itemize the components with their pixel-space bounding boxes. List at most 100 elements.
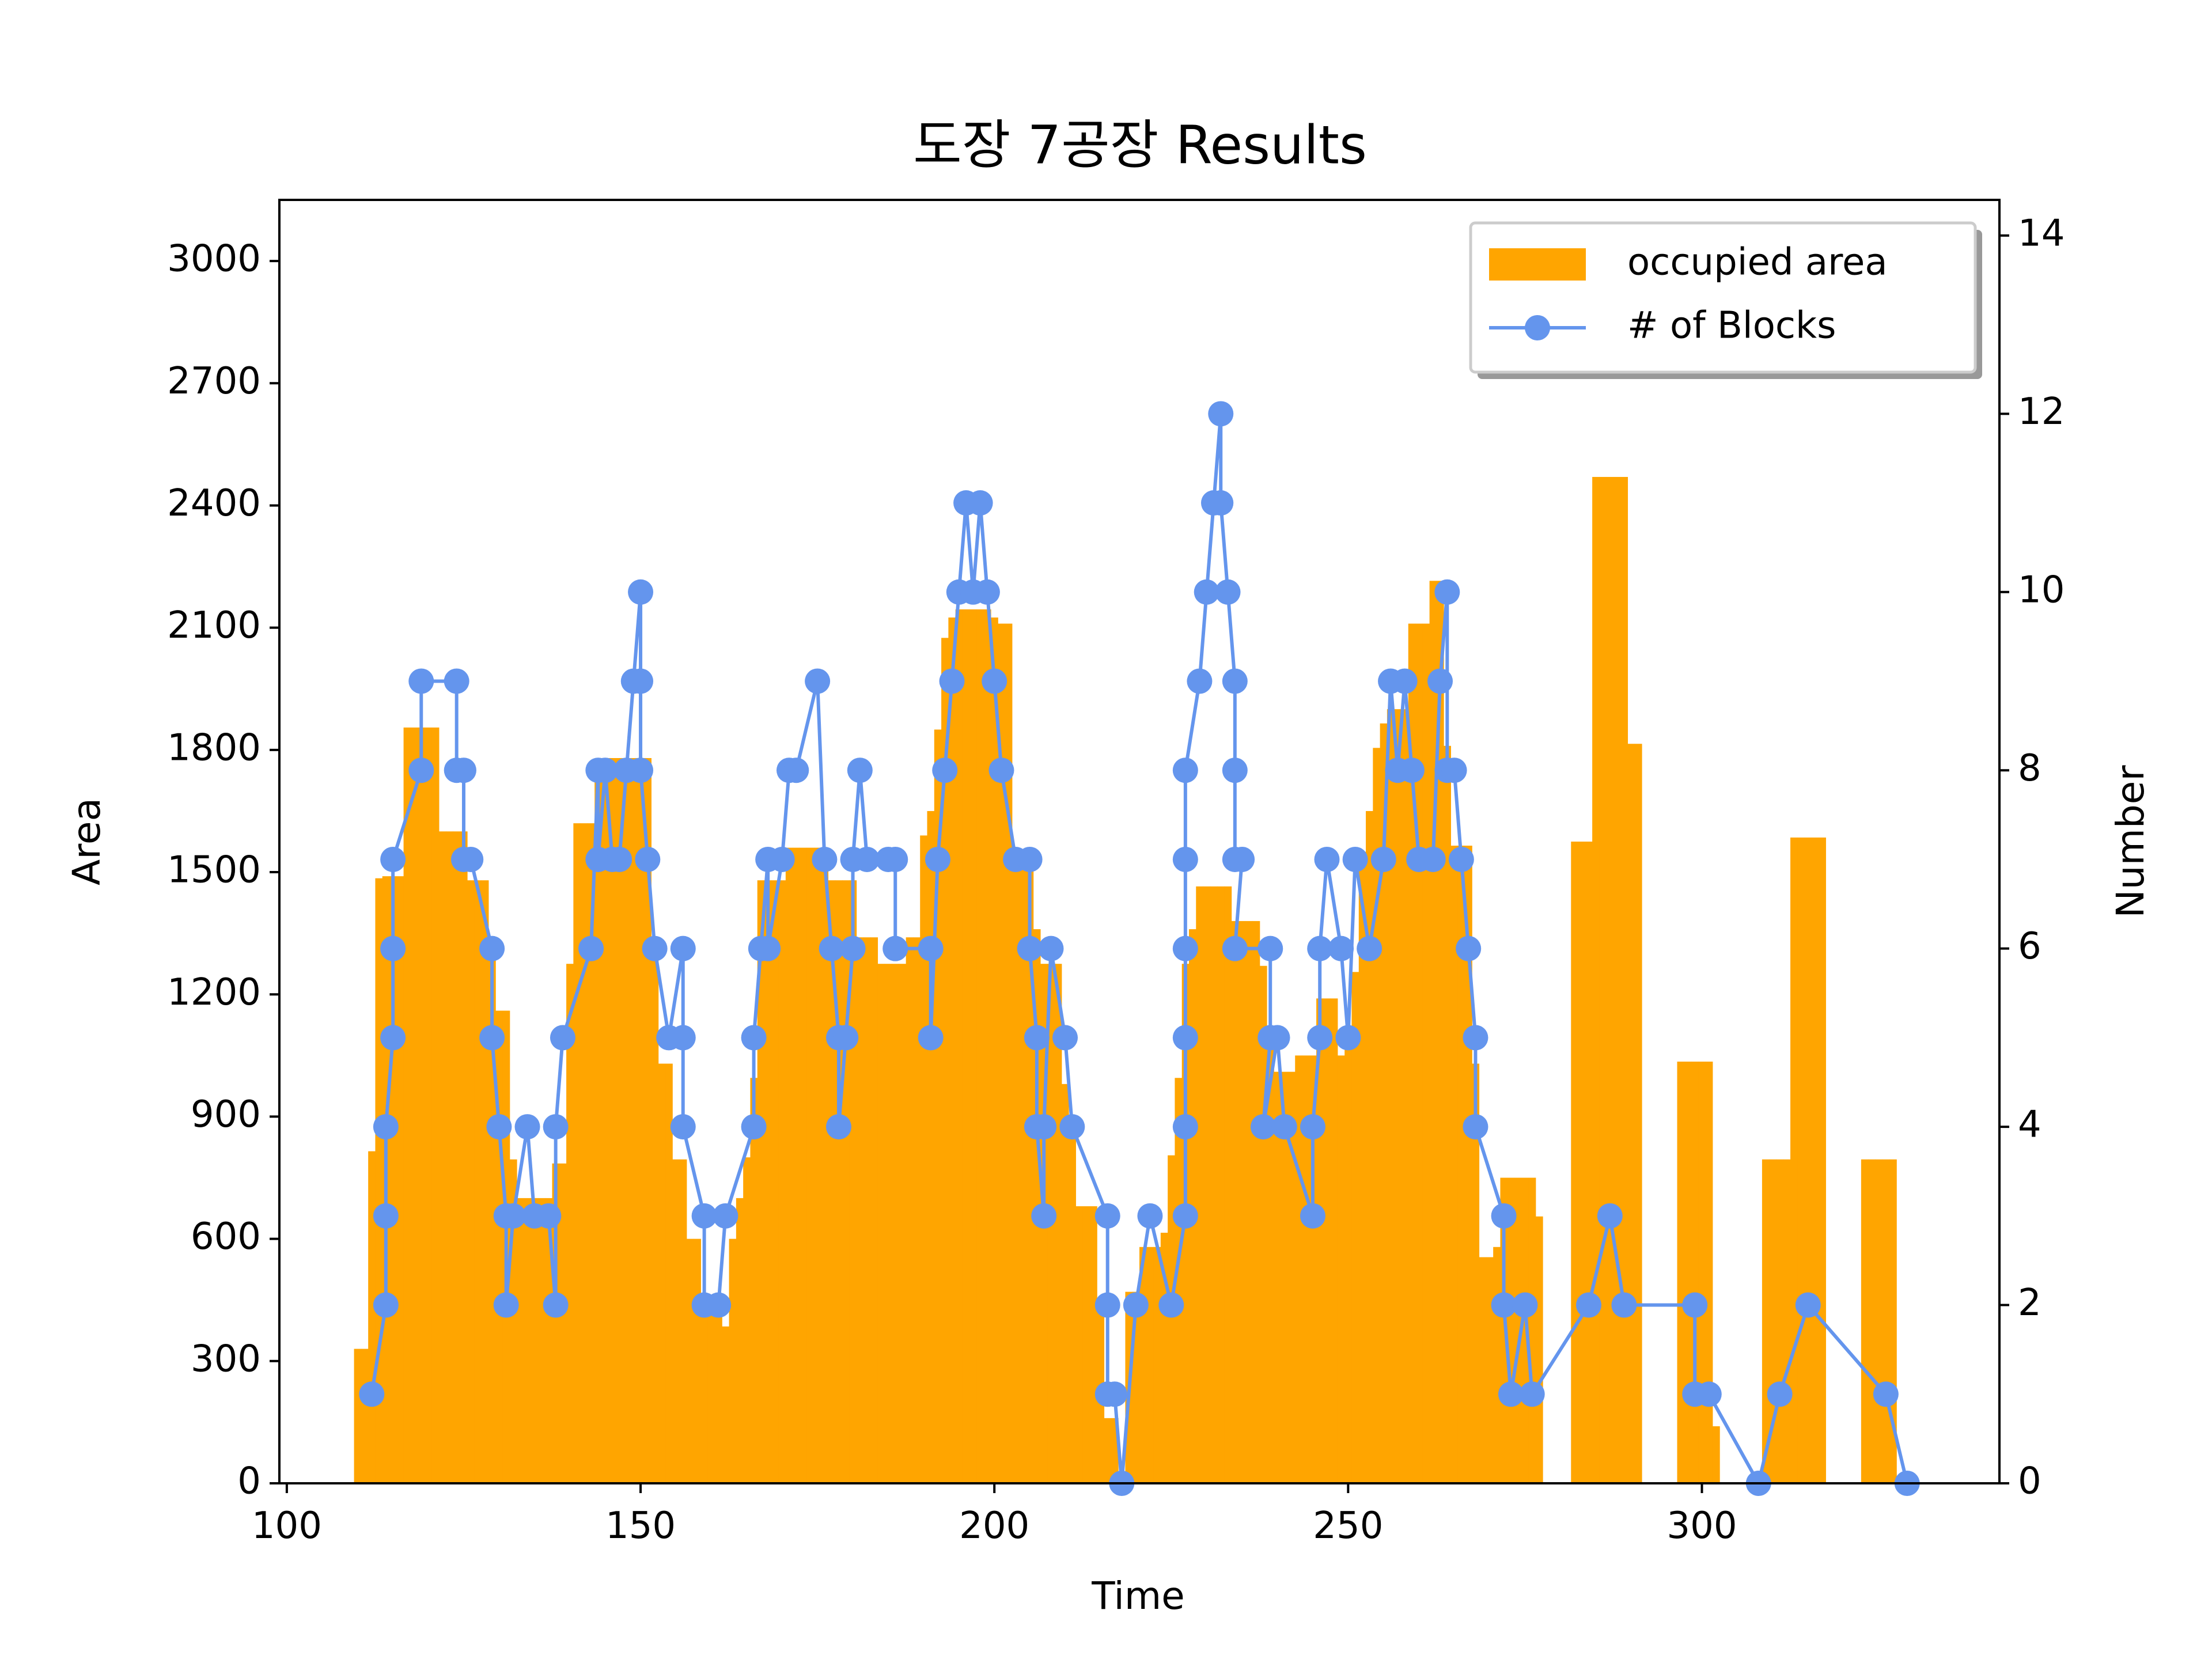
marker [380,846,406,872]
bar [361,1349,369,1483]
y-tick-label: 300 [191,1338,261,1380]
marker [1271,1114,1297,1140]
bar [1797,837,1805,1483]
bar [1330,998,1338,1483]
marker [769,846,795,872]
bar [998,623,1006,1483]
bar [991,617,998,1483]
marker [1314,846,1340,872]
bar [438,831,446,1483]
marker [925,846,950,872]
marker [1024,1025,1050,1051]
bar [1776,1159,1784,1483]
bar [651,949,659,1483]
marker [500,1203,526,1229]
marker [713,1203,738,1229]
bar [948,617,956,1483]
bar [1465,846,1472,1483]
marker [1137,1203,1163,1229]
bar [778,880,786,1483]
y-tick-label: 2100 [167,604,261,647]
marker [408,757,434,783]
marker [783,757,809,783]
x-tick-label: 300 [1666,1505,1737,1547]
marker [373,1292,399,1318]
bar [1677,1061,1685,1483]
bar [672,1159,680,1483]
bar [1514,1177,1522,1483]
marker [550,1025,575,1051]
bar [920,835,928,1483]
y2-tick-label: 4 [2018,1104,2041,1146]
bar [1168,1155,1175,1483]
bar [694,1238,701,1483]
marker [1094,1203,1120,1229]
bar [1457,846,1465,1483]
y2-tick-label: 6 [2018,925,2041,968]
bar [418,727,425,1483]
bar [446,831,454,1483]
bar [1861,1159,1869,1483]
marker [1300,1114,1325,1140]
bar [545,1198,553,1483]
marker [825,1114,851,1140]
bar [870,937,878,1483]
bar [1012,851,1020,1483]
bar [1592,476,1600,1483]
bar [524,1198,532,1483]
marker [1392,668,1418,694]
legend-label: # of Blocks [1627,305,1836,347]
bar [580,823,588,1483]
bar [743,1157,751,1483]
legend: occupied area # of Blocks [1469,221,1982,379]
bar [1762,1159,1770,1483]
y-tick-label: 900 [191,1093,261,1136]
marker [1208,490,1234,516]
marker [988,757,1014,783]
bar [729,1238,737,1483]
marker [840,935,866,961]
bar [750,1078,758,1483]
marker [607,846,632,872]
marker [373,1203,399,1229]
bar [1358,851,1366,1483]
marker [819,935,844,961]
bar [1146,1247,1154,1483]
bar [1868,1159,1876,1483]
bar [608,758,616,1483]
marker [408,668,434,694]
bar [976,609,984,1483]
marker [1357,935,1382,961]
bar [1804,837,1812,1483]
y-axis-label: Area [65,798,109,885]
bar [1875,1159,1883,1483]
bar [1691,1061,1699,1483]
bar [856,937,864,1483]
bar [1634,744,1642,1483]
bar [1351,972,1359,1483]
marker [1059,1114,1085,1140]
marker [1172,757,1198,783]
bar [559,1163,567,1483]
bar [1069,1135,1076,1483]
marker [543,1292,569,1318]
marker [1222,668,1248,694]
y-tick-label: 2700 [167,360,261,403]
bar [1479,1257,1487,1483]
bar [1267,1035,1274,1483]
bar [431,727,440,1483]
bar [771,880,779,1483]
marker [1328,935,1354,961]
marker [1222,935,1248,961]
marker [1441,757,1467,783]
marker [805,668,831,694]
bar [665,1063,673,1483]
bar [842,880,850,1483]
marker [670,1025,696,1051]
marker [974,579,1000,605]
bar [835,880,843,1483]
marker [359,1381,385,1407]
marker [1264,1025,1290,1051]
bar [623,758,631,1483]
